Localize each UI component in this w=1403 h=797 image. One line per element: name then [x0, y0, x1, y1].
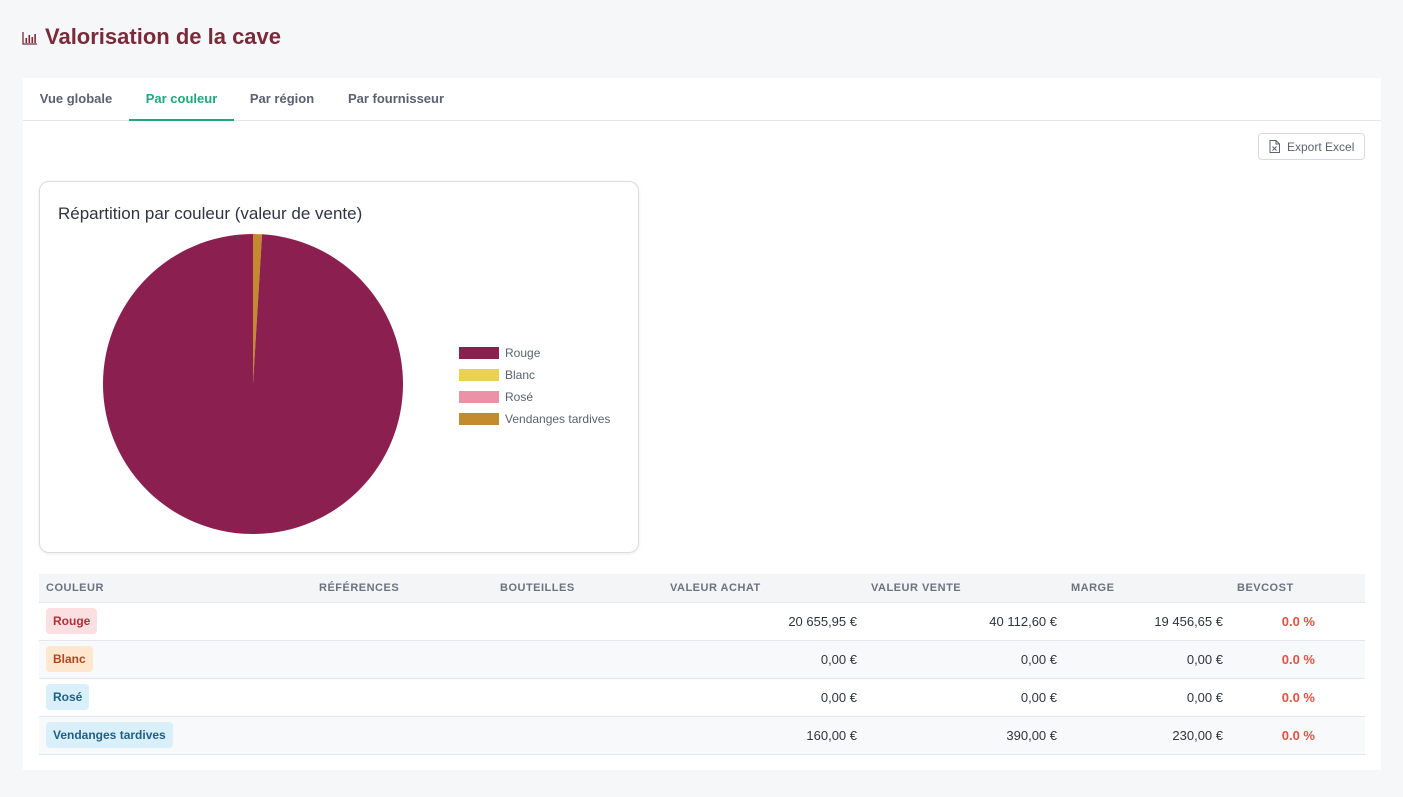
- export-excel-button[interactable]: Export Excel: [1258, 133, 1365, 160]
- cell-references: [312, 601, 493, 640]
- color-badge: Rouge: [46, 608, 98, 634]
- cell-couleur: Blanc: [39, 639, 312, 678]
- cell-bevcost: 0.0 %: [1230, 639, 1365, 678]
- col-marge[interactable]: MARGE: [1071, 581, 1115, 594]
- cell-bouteilles: [493, 715, 663, 755]
- page-title: Valorisation de la cave: [45, 24, 282, 49]
- legend-label: Rouge: [505, 346, 541, 360]
- cell-bevcost: 0.0 %: [1230, 677, 1365, 716]
- table-row[interactable]: Rosé 0,00 €0,00 €0,00 €0.0 %: [39, 677, 1365, 716]
- cell-valeur-achat: 0,00 €: [663, 639, 864, 678]
- legend-label: Vendanges tardives: [505, 412, 611, 426]
- legend-swatch: [459, 369, 499, 381]
- cell-valeur-vente: 390,00 €: [864, 715, 1064, 755]
- table-row[interactable]: Blanc 0,00 €0,00 €0,00 €0.0 %: [39, 639, 1365, 678]
- cell-valeur-vente: 0,00 €: [864, 639, 1064, 678]
- legend-label: Blanc: [505, 368, 536, 382]
- bar-chart-icon: [22, 31, 37, 45]
- cell-valeur-vente: 0,00 €: [864, 677, 1064, 716]
- legend-item[interactable]: Vendanges tardives: [459, 408, 610, 430]
- legend-swatch: [459, 347, 499, 359]
- color-chart-card: Répartition par couleur (valeur de vente…: [39, 181, 639, 553]
- col-references[interactable]: RÉFÉRENCES: [319, 581, 400, 594]
- content-card: Vue globale Par couleur Par région Par f…: [23, 78, 1381, 770]
- table-row[interactable]: Vendanges tardives 160,00 €390,00 €230,00…: [39, 715, 1365, 755]
- cell-references: [312, 639, 493, 678]
- legend-swatch: [459, 413, 499, 425]
- cell-marge: 230,00 €: [1064, 715, 1230, 755]
- page-header: Valorisation de la cave: [22, 24, 281, 50]
- tab-par-fournisseur[interactable]: Par fournisseur: [347, 91, 445, 106]
- col-couleur[interactable]: COULEUR: [46, 581, 104, 594]
- cell-bouteilles: [493, 601, 663, 640]
- cell-bevcost: 0.0 %: [1230, 601, 1365, 640]
- chart-legend: Rouge Blanc Rosé Vendanges tardives: [459, 342, 610, 430]
- color-badge: Blanc: [46, 646, 93, 672]
- tab-bar: Vue globale Par couleur Par région Par f…: [23, 78, 1381, 121]
- legend-item[interactable]: Blanc: [459, 364, 610, 386]
- color-table: COULEUR RÉFÉRENCES BOUTEILLES VALEUR ACH…: [39, 574, 1365, 755]
- pie-slice-vendanges-tardives[interactable]: [253, 234, 263, 384]
- cell-couleur: Vendanges tardives: [39, 715, 312, 755]
- file-excel-icon: [1269, 140, 1280, 153]
- cell-valeur-achat: 160,00 €: [663, 715, 864, 755]
- cell-valeur-vente: 40 112,60 €: [864, 601, 1064, 640]
- cell-couleur: Rouge: [39, 601, 312, 640]
- cell-references: [312, 677, 493, 716]
- cell-valeur-achat: 20 655,95 €: [663, 601, 864, 640]
- color-badge: Rosé: [46, 684, 90, 710]
- legend-label: Rosé: [505, 390, 534, 404]
- pie-chart: [103, 234, 403, 534]
- col-bevcost[interactable]: BEVCOST: [1237, 581, 1294, 594]
- tab-par-region[interactable]: Par région: [249, 91, 315, 106]
- cell-valeur-achat: 0,00 €: [663, 677, 864, 716]
- chart-title: Répartition par couleur (valeur de vente…: [58, 204, 363, 223]
- pie-slice-rouge[interactable]: [103, 234, 403, 534]
- cell-bevcost: 0.0 %: [1230, 715, 1365, 755]
- cell-marge: 0,00 €: [1064, 639, 1230, 678]
- tab-vue-globale[interactable]: Vue globale: [39, 91, 113, 106]
- cell-couleur: Rosé: [39, 677, 312, 716]
- col-bouteilles[interactable]: BOUTEILLES: [500, 581, 575, 594]
- cell-marge: 0,00 €: [1064, 677, 1230, 716]
- legend-item[interactable]: Rouge: [459, 342, 610, 364]
- legend-swatch: [459, 391, 499, 403]
- cell-bouteilles: [493, 677, 663, 716]
- col-valeur-vente[interactable]: VALEUR VENTE: [871, 581, 962, 594]
- cell-bouteilles: [493, 639, 663, 678]
- col-valeur-achat[interactable]: VALEUR ACHAT: [670, 581, 761, 594]
- color-badge: Vendanges tardives: [46, 722, 173, 748]
- table-row[interactable]: Rouge 20 655,95 €40 112,60 €19 456,65 €0.…: [39, 601, 1365, 640]
- export-excel-label: Export Excel: [1287, 139, 1355, 154]
- cell-references: [312, 715, 493, 755]
- legend-item[interactable]: Rosé: [459, 386, 610, 408]
- table-header-row: COULEUR RÉFÉRENCES BOUTEILLES VALEUR ACH…: [39, 574, 1365, 602]
- cell-marge: 19 456,65 €: [1064, 601, 1230, 640]
- tab-par-couleur[interactable]: Par couleur: [129, 78, 234, 121]
